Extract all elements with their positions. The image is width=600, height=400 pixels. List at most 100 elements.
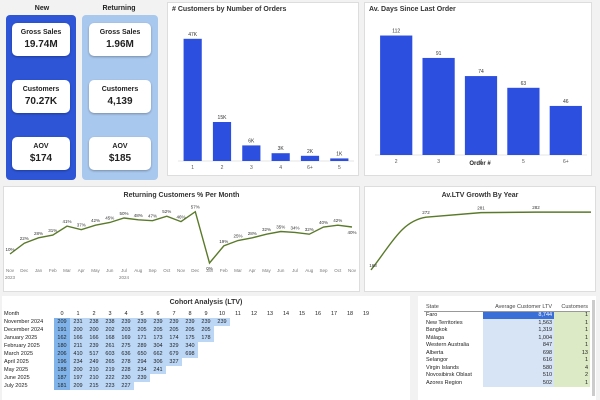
period-header: 0 bbox=[60, 311, 64, 317]
cohort-cell: 327 bbox=[166, 358, 182, 366]
data-label: 6K bbox=[248, 138, 255, 144]
new-gross-sales-card: Gross Sales 19.74M bbox=[12, 23, 70, 56]
cohort-cell: 227 bbox=[118, 382, 134, 390]
data-label: 1K bbox=[336, 151, 343, 157]
period-header: 11 bbox=[235, 311, 241, 317]
column-header[interactable]: State bbox=[424, 303, 483, 312]
tick-label: 6+ bbox=[563, 159, 569, 165]
data-label: 28% bbox=[248, 231, 257, 236]
new-aov-card: AOV $174 bbox=[12, 137, 70, 170]
table-row: February 2025 180 211 239 261 275 289 304 329 340 bbox=[4, 342, 374, 350]
data-label: 281 bbox=[477, 206, 485, 211]
cohort-cell: 205 bbox=[150, 326, 166, 334]
table-row: July 2025 181 209 215 223 227 bbox=[4, 382, 374, 390]
column-header[interactable]: Average Customer LTV bbox=[482, 303, 555, 312]
bar bbox=[330, 158, 349, 161]
returning-aov-card: AOV $185 bbox=[89, 137, 151, 170]
data-label: 48% bbox=[134, 213, 143, 218]
period-header: 15 bbox=[298, 311, 306, 317]
cohort-cell: 289 bbox=[134, 342, 150, 350]
data-label: 42% bbox=[91, 218, 100, 223]
cohort-month: January 2025 bbox=[4, 335, 38, 341]
series-line bbox=[370, 211, 591, 271]
returning-pct-svg: 10% Nov 22% Dec 28% Jan 31% Feb 41% Mar 37% Apr 42% M… bbox=[5, 205, 357, 280]
tick-label: 1 bbox=[191, 165, 194, 171]
tick-label: Jan bbox=[206, 268, 214, 273]
data-label: 63 bbox=[521, 81, 527, 87]
cohort-cell: 662 bbox=[150, 350, 166, 358]
cohort-cell: 275 bbox=[118, 342, 134, 350]
ltv-cell: 502 bbox=[482, 379, 555, 387]
bar bbox=[549, 105, 582, 155]
period-header: 8 bbox=[188, 311, 192, 317]
column-header[interactable]: Customers bbox=[554, 303, 590, 312]
cohort-cell: 230 bbox=[118, 374, 134, 382]
cohort-cell: 180 bbox=[54, 342, 70, 350]
year-label: 2023 bbox=[5, 275, 16, 280]
tick-label: Nov bbox=[6, 268, 15, 273]
ltv-cell: 1,563 bbox=[482, 319, 555, 327]
cohort-cell: 650 bbox=[134, 350, 150, 358]
cohort-cell: 210 bbox=[86, 374, 102, 382]
cohort-month: June 2025 bbox=[4, 375, 30, 381]
tick-label: Mar bbox=[63, 268, 71, 273]
cohort-month: July 2025 bbox=[4, 383, 28, 389]
ltv-cell: 510 bbox=[482, 371, 555, 379]
tick-label: 2 bbox=[221, 165, 224, 171]
table-row: Western Australia 847 1 bbox=[424, 341, 590, 349]
cohort-cell: 698 bbox=[182, 350, 198, 358]
state-table-scrollbar[interactable] bbox=[592, 300, 595, 396]
table-row: January 2025 162 166 166 168 169 171 173 174 175 1… bbox=[4, 334, 374, 342]
tick-label: 6+ bbox=[307, 165, 313, 171]
customers-cell: 1 bbox=[554, 334, 590, 342]
kpi-value: 19.74M bbox=[24, 39, 58, 50]
chart-title: Returning Customers % Per Month bbox=[123, 192, 240, 199]
customers-cell: 1 bbox=[554, 326, 590, 334]
cohort-cell: 238 bbox=[86, 318, 102, 326]
table-row: Bangkok 1,319 1 bbox=[424, 326, 590, 334]
customers-cell: 1 bbox=[554, 356, 590, 364]
state-name: Selangor bbox=[426, 357, 449, 364]
cohort-cell: 178 bbox=[198, 334, 214, 342]
data-label: 15K bbox=[218, 115, 228, 121]
tick-label: Apr bbox=[78, 268, 86, 273]
cohort-cell: 228 bbox=[118, 366, 134, 374]
cohort-cell: 410 bbox=[70, 350, 86, 358]
cohort-cell: 239 bbox=[118, 318, 134, 326]
tick-label: Aug bbox=[305, 268, 314, 273]
data-label: 32% bbox=[305, 227, 314, 232]
bar bbox=[464, 76, 498, 155]
bar bbox=[507, 87, 540, 155]
state-name: Azores Region bbox=[426, 379, 463, 386]
tick-label: 3 bbox=[250, 165, 253, 171]
ltv-cell: 698 bbox=[482, 349, 555, 357]
x-axis-title: Order # bbox=[469, 161, 491, 167]
cohort-cell: 197 bbox=[70, 374, 86, 382]
year-label: 2024 bbox=[119, 275, 130, 280]
tick-label: Jan bbox=[35, 268, 43, 273]
table-row: Novosibirsk Oblast 510 2 bbox=[424, 371, 590, 379]
tick-label: Jun bbox=[277, 268, 285, 273]
cohort-table: Month 0 1 2 3 4 5 6 7 8 9 10 11 12 13 14 15 16 17 18 19 Novem… bbox=[4, 310, 374, 390]
customers-by-orders-svg: 47K 1 15K 2 6K 3 3K 4 2K 6+ 1K 5 bbox=[178, 32, 354, 171]
table-row: April 2025 196 234 249 265 278 294 306 327 bbox=[4, 358, 374, 366]
cohort-cell: 517 bbox=[86, 350, 102, 358]
tick-label: Nov bbox=[177, 268, 186, 273]
period-header: 19 bbox=[362, 311, 370, 317]
cohort-month: April 2025 bbox=[4, 359, 29, 365]
data-label: 10% bbox=[5, 247, 14, 252]
kpi-label: AOV bbox=[112, 143, 128, 150]
cohort-month: February 2025 bbox=[4, 343, 40, 349]
customers-cell: 2 bbox=[554, 371, 590, 379]
period-header: 14 bbox=[282, 311, 290, 317]
data-label: 0% bbox=[206, 266, 213, 271]
bar bbox=[422, 57, 455, 155]
period-header: 13 bbox=[266, 311, 274, 317]
cohort-cell: 175 bbox=[182, 334, 198, 342]
new-customers-panel: Gross Sales 19.74M Customers 70.27K AOV … bbox=[6, 15, 76, 180]
cohort-cell: 265 bbox=[102, 358, 118, 366]
tick-label: 4 bbox=[279, 165, 282, 171]
cohort-title: Cohort Analysis (LTV) bbox=[169, 299, 243, 306]
cohort-header-row: Month 0 1 2 3 4 5 6 7 8 9 10 11 12 13 14 15 16 17 18 19 bbox=[4, 310, 374, 318]
period-header: 10 bbox=[218, 311, 226, 317]
